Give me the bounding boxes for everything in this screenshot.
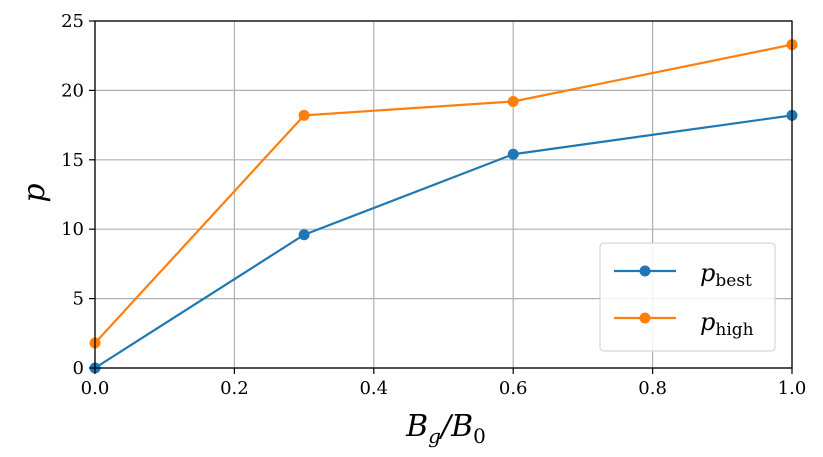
x-tick-label: 0.8 — [638, 378, 667, 399]
data-point-high — [507, 96, 519, 108]
x-axis-label: Bg/B0 — [405, 409, 486, 448]
legend-marker-high — [639, 312, 651, 324]
data-point-high — [298, 109, 310, 121]
legend-marker-best — [639, 265, 651, 277]
y-tick-label: 10 — [61, 219, 84, 240]
series-layer — [89, 39, 798, 374]
y-tick-label: 20 — [61, 80, 84, 101]
x-tick-label: 1.0 — [778, 378, 807, 399]
x-tick-label: 0.4 — [359, 378, 388, 399]
legend: pbest phigh — [599, 242, 776, 352]
legend-label-high: phigh — [700, 308, 754, 340]
y-tick-label: 15 — [61, 150, 84, 171]
legend-label-best: pbest — [700, 259, 752, 291]
x-tick-label: 0.6 — [499, 378, 528, 399]
y-tick-label: 5 — [73, 289, 84, 310]
axis-ticks: 0.0 0.2 0.4 0.6 0.8 1.0 0 5 10 15 20 25 — [61, 11, 806, 399]
data-point-best — [507, 148, 519, 160]
x-tick-label: 0.0 — [81, 378, 110, 399]
x-tick-label: 0.2 — [220, 378, 249, 399]
series-line-high — [94, 43, 793, 344]
data-point-best — [298, 229, 310, 241]
series-line-best — [94, 114, 793, 369]
y-tick-label: 0 — [73, 358, 84, 379]
y-axis-label: p — [17, 183, 52, 202]
plot-frame — [94, 20, 793, 369]
y-tick-label: 25 — [61, 11, 84, 32]
